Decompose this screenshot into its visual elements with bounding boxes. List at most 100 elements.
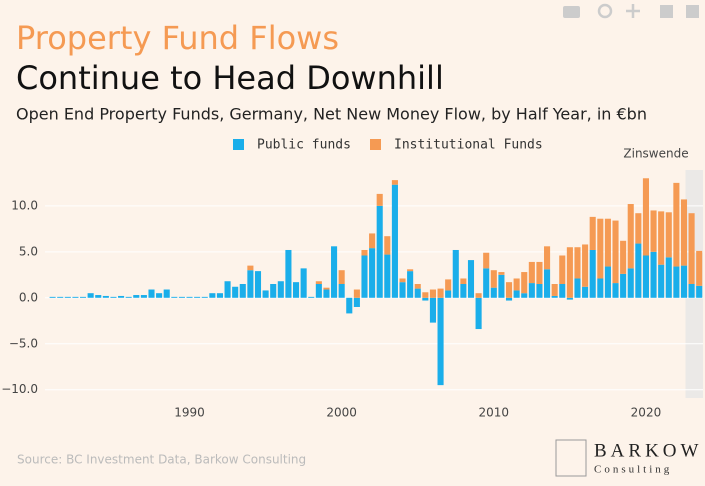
bar — [658, 264, 665, 298]
bar — [239, 284, 246, 298]
bar — [460, 284, 467, 298]
annotation: Zinswende — [623, 147, 688, 161]
bar — [148, 289, 155, 298]
bar — [285, 249, 292, 298]
bar — [216, 293, 224, 298]
bar — [582, 244, 589, 287]
bar — [391, 184, 398, 298]
zoom-in-icon[interactable] — [660, 5, 673, 18]
bar — [483, 252, 490, 269]
bar — [475, 297, 482, 330]
bar — [582, 286, 589, 298]
bar — [422, 292, 429, 298]
bar — [505, 297, 513, 301]
bar — [346, 297, 353, 314]
bar — [338, 284, 345, 298]
bar — [361, 249, 368, 256]
bar — [498, 272, 505, 275]
bar — [620, 273, 627, 298]
bar — [566, 247, 573, 298]
bar — [597, 218, 604, 279]
bar — [72, 296, 79, 298]
y-tick-label: 5.0 — [19, 244, 38, 258]
bar — [665, 257, 672, 298]
pan-icon[interactable] — [626, 4, 640, 18]
logo: BARKOW Consulting — [555, 439, 698, 477]
bar — [574, 247, 581, 279]
bar — [300, 268, 307, 298]
bar — [254, 271, 262, 298]
bar — [460, 278, 467, 284]
bar — [437, 288, 444, 298]
bar — [331, 246, 338, 298]
subtitle: Open End Property Funds, Germany, Net Ne… — [16, 105, 647, 124]
bar — [658, 211, 665, 265]
bar — [422, 297, 429, 301]
bar — [604, 218, 611, 267]
bar — [353, 297, 360, 307]
bar — [125, 296, 132, 298]
bar — [650, 210, 657, 252]
bar — [696, 250, 703, 286]
bar — [559, 255, 566, 284]
bar — [407, 271, 414, 298]
x-tick-label: 2010 — [479, 406, 510, 420]
toolbar — [563, 3, 699, 19]
bar — [353, 289, 360, 298]
bar — [521, 272, 528, 294]
bar — [490, 270, 497, 288]
legend-swatch — [370, 139, 381, 150]
zoom-icon[interactable] — [597, 3, 613, 19]
legend-label: Institutional Funds — [394, 138, 543, 153]
bar — [673, 266, 680, 298]
bar — [399, 282, 406, 298]
bar — [627, 204, 634, 269]
bar — [232, 286, 239, 298]
bar — [323, 287, 330, 290]
x-tick-label: 1990 — [174, 406, 205, 420]
bar — [445, 279, 452, 291]
bar — [315, 284, 322, 298]
camera-icon[interactable] — [563, 6, 580, 18]
bar — [574, 278, 581, 298]
chart-title: Property Fund Flows — [16, 19, 339, 57]
legend-label: Public funds — [257, 138, 351, 153]
bar — [308, 296, 315, 298]
bar — [376, 193, 383, 206]
bar — [665, 212, 672, 258]
bar — [224, 281, 231, 298]
bar — [536, 261, 543, 284]
bar — [262, 290, 269, 298]
bar — [384, 236, 391, 255]
bar — [391, 180, 398, 185]
bar — [79, 296, 87, 298]
bar — [95, 295, 102, 298]
bar — [483, 268, 490, 298]
bar — [589, 216, 596, 250]
bar — [49, 296, 56, 298]
zoom-out-icon[interactable] — [686, 5, 699, 18]
bar — [64, 296, 71, 298]
bar — [490, 287, 497, 298]
bar — [292, 282, 300, 298]
y-tick-label: −5.0 — [9, 336, 38, 350]
bar — [650, 251, 657, 298]
bar — [369, 233, 376, 249]
y-tick-label: 10.0 — [11, 198, 38, 212]
bar — [376, 205, 383, 298]
bar — [87, 293, 94, 298]
bar — [369, 248, 376, 298]
bar — [612, 283, 619, 298]
bar — [315, 281, 322, 284]
bar — [566, 297, 573, 300]
bar — [505, 282, 513, 298]
bar — [414, 284, 421, 289]
bar — [528, 261, 535, 284]
bar — [620, 240, 627, 274]
bar — [688, 284, 695, 298]
bar — [513, 290, 520, 298]
bar — [635, 243, 642, 298]
bar — [194, 296, 201, 298]
